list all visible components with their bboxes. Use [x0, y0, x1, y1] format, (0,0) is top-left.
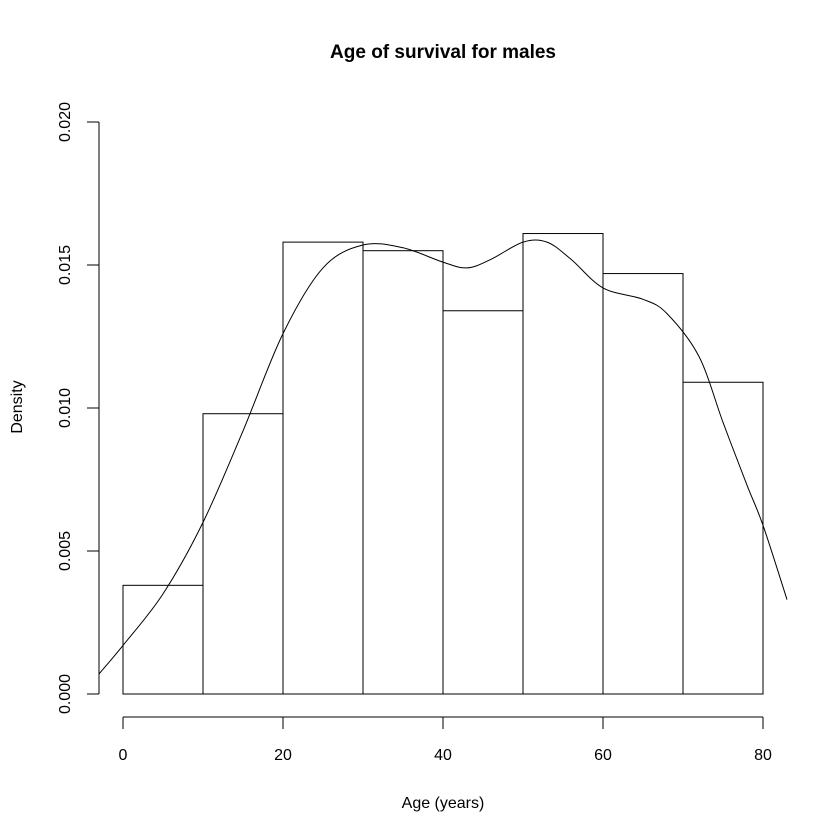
x-axis: 0 20 40 60 80 [119, 716, 772, 764]
y-axis: 0.000 0.005 0.010 0.015 0.020 [57, 102, 100, 714]
x-tick-label-1: 20 [274, 747, 292, 764]
histogram-bars [122, 233, 764, 695]
x-tick-label-4: 80 [754, 747, 772, 764]
density-curve [98, 239, 788, 675]
y-tick-label-3: 0.015 [57, 245, 74, 285]
x-tick-label-0: 0 [119, 747, 128, 764]
y-axis-label: Density [9, 380, 26, 433]
y-tick-label-4: 0.020 [57, 102, 74, 142]
x-tick-label-3: 60 [594, 747, 612, 764]
y-tick-label-2: 0.010 [57, 388, 74, 428]
x-tick-label-2: 40 [434, 747, 452, 764]
x-axis-label: Age (years) [402, 795, 485, 812]
y-tick-label-1: 0.005 [57, 531, 74, 571]
histogram-bar-7 [682, 381, 764, 695]
y-tick-label-0: 0.000 [57, 674, 74, 714]
chart-title: Age of survival for males [330, 42, 556, 63]
